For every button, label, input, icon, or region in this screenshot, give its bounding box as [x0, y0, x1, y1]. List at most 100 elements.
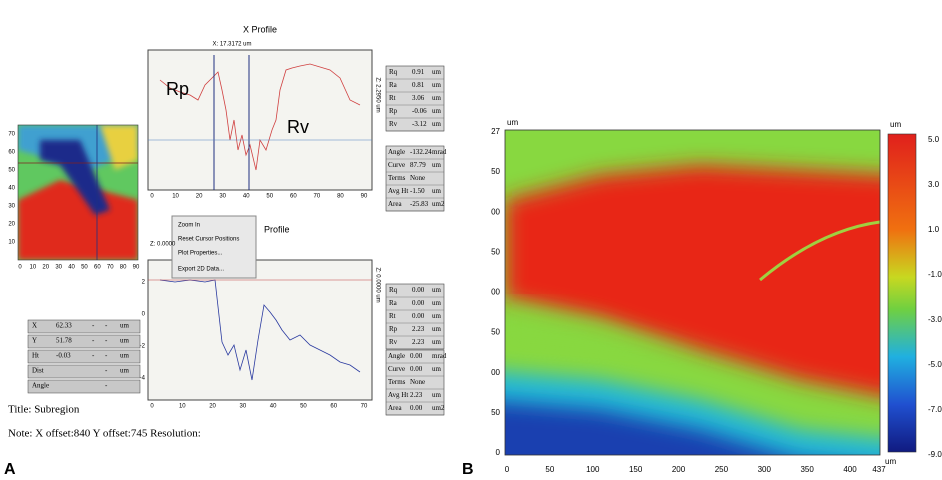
x-tick-label: 100: [586, 465, 600, 474]
table-cell: um: [120, 322, 130, 330]
x-tick-label: 80: [120, 265, 127, 271]
note: Note: X offset:840 Y offset:745 Resoluti…: [8, 428, 201, 440]
table-cell: mrad: [432, 148, 447, 156]
table-cell: Rt: [389, 312, 396, 320]
table-cell: um: [432, 312, 442, 320]
x-tick-label: 30: [219, 194, 226, 200]
table-cell: 0.00: [410, 404, 423, 412]
x-tick-label: 300: [758, 465, 772, 474]
colorbar-label: -7.0: [928, 405, 942, 414]
colorbar-label: -3.0: [928, 315, 942, 324]
table-cell: None: [410, 378, 425, 386]
menu-item[interactable]: Reset Cursor Positions: [178, 237, 239, 243]
y-tick-label: 50: [491, 328, 500, 337]
stats-table: [385, 283, 445, 350]
panel-label: A: [4, 461, 16, 478]
colorbar-label: 5.0: [928, 135, 940, 144]
table-cell: 0.00: [412, 312, 425, 320]
height-map-b: [505, 130, 880, 455]
x-tick-label: 40: [270, 404, 277, 410]
y-tick-label: -2: [140, 344, 146, 350]
table-cell: -: [105, 322, 108, 330]
table-cell: 62.33: [56, 322, 72, 330]
cursor-row: [27, 379, 141, 394]
colorbar-label: -5.0: [928, 360, 942, 369]
table-cell: um: [432, 391, 442, 399]
unit-label: um: [885, 457, 896, 466]
table-cell: -0.06: [412, 107, 427, 115]
table-cell: um: [432, 286, 442, 294]
table-cell: -: [105, 382, 108, 390]
table-cell: um: [120, 367, 130, 375]
table-cell: Y: [32, 337, 37, 345]
table-cell: -25.83: [410, 200, 429, 208]
x-tick-label: 50: [300, 404, 307, 410]
plot-title: Profile: [264, 224, 290, 234]
table-cell: Angle: [388, 352, 405, 360]
x-tick-label: 20: [209, 404, 216, 410]
y-profile-curve: [159, 279, 361, 381]
x-profile-curve: [159, 63, 361, 171]
y-tick-label: 00: [491, 288, 500, 297]
table-cell: 0.81: [412, 81, 425, 89]
cursor-label: X: 17.3172 um: [212, 42, 251, 48]
table-cell: Ht: [32, 352, 39, 360]
table-cell: -: [105, 337, 108, 345]
x-tick-label: 70: [361, 404, 368, 410]
menu-item[interactable]: Zoom In: [178, 223, 200, 229]
table-cell: -3.12: [412, 120, 427, 128]
x-tick-label: 350: [800, 465, 814, 474]
table-cell: Rq: [389, 68, 398, 76]
z-label: Z: 0.0000 um: [374, 267, 380, 302]
table-cell: Dist: [32, 367, 44, 375]
plot-title: X Profile: [243, 24, 277, 34]
title: Title: Subregion: [8, 404, 80, 416]
table-cell: Ra: [389, 299, 398, 307]
x-tick-label: 60: [290, 194, 297, 200]
table-cell: um: [432, 81, 442, 89]
table-cell: Rq: [389, 286, 398, 294]
table-cell: Rv: [389, 120, 398, 128]
table-cell: 2.23: [410, 391, 423, 399]
y-tick-label: 60: [8, 150, 15, 156]
colorbar-label: -9.0: [928, 450, 942, 459]
menu-item[interactable]: Export 2D Data...: [178, 267, 224, 273]
y-tick-label: 70: [8, 132, 15, 138]
y-tick-label: 10: [8, 240, 15, 246]
table-cell: um: [432, 107, 442, 115]
x-tick-label: 437: [872, 465, 886, 474]
x-tick-label: 60: [330, 404, 337, 410]
y-tick-label: 40: [8, 186, 15, 192]
stats-table: [385, 65, 445, 132]
x-tick-label: 70: [314, 194, 321, 200]
colorbar: [887, 133, 917, 453]
table-cell: Area: [388, 404, 402, 412]
menu-item[interactable]: Plot Properties...: [178, 251, 223, 257]
table-cell: Rv: [389, 338, 398, 346]
table-cell: Terms: [388, 174, 406, 182]
plot-frame: [504, 129, 881, 456]
annotation: Rp: [166, 79, 189, 99]
context-menu[interactable]: [171, 215, 257, 279]
stats-table: [385, 349, 445, 416]
table-cell: -0.03: [56, 352, 71, 360]
unit-label: um: [507, 118, 518, 127]
panel-label: B: [462, 461, 474, 478]
x-tick-label: 60: [94, 265, 101, 271]
y-tick-label: 00: [491, 207, 500, 216]
table-cell: Rt: [389, 94, 396, 102]
table-cell: Angle: [388, 148, 405, 156]
table-cell: -: [92, 337, 95, 345]
x-tick-label: 0: [150, 194, 154, 200]
x-tick-label: 40: [68, 265, 75, 271]
table-cell: um: [432, 94, 442, 102]
table-cell: Angle: [32, 382, 49, 390]
table-cell: None: [410, 174, 425, 182]
table-cell: um: [432, 365, 442, 373]
x-tick-label: 0: [18, 265, 22, 271]
table-cell: Ra: [389, 81, 398, 89]
x-tick-label: 90: [361, 194, 368, 200]
table-cell: -: [92, 352, 95, 360]
table-cell: 51.78: [56, 337, 72, 345]
